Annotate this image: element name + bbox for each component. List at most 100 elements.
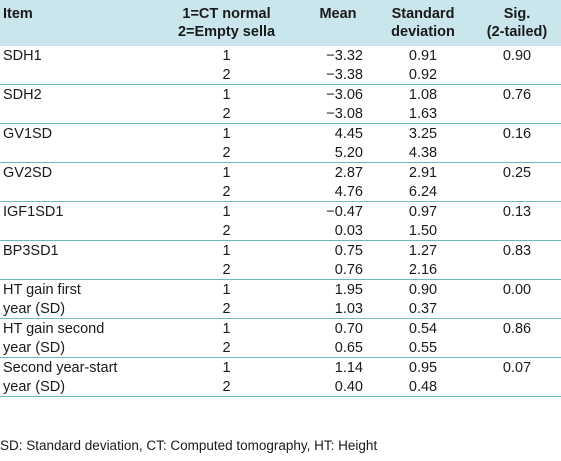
sd-value: 0.90 — [373, 279, 473, 300]
sig-value: 0.16 — [473, 123, 561, 144]
item-name-cont — [0, 222, 150, 241]
sig-value: 0.00 — [473, 279, 561, 300]
item-name-cont — [0, 105, 150, 124]
sd-value: 4.38 — [408, 144, 438, 161]
item-name-cont: year (SD) — [3, 339, 66, 356]
sig-value-empty — [473, 377, 561, 397]
mean-value: −3.06 — [303, 84, 373, 105]
table-row: year (SD) 2 0.65 0.55 — [0, 339, 561, 358]
table-row: 2 0.03 1.50 — [0, 222, 561, 241]
group-code: 2 — [222, 183, 231, 200]
mean-value: −0.47 — [303, 201, 373, 222]
header-row: Item 1=CT normal 2=Empty sella Mean Stand… — [0, 0, 561, 46]
item-name: SDH2 — [0, 84, 150, 105]
group-code: 2 — [222, 66, 231, 83]
mean-value: −3.08 — [326, 105, 363, 122]
sd-value: 0.48 — [373, 377, 473, 397]
group-code: 2 — [222, 105, 231, 122]
sd-value: 0.97 — [373, 201, 473, 222]
sd-value: 1.08 — [373, 84, 473, 105]
group-code: 2 — [222, 339, 231, 356]
statistics-table: Item 1=CT normal 2=Empty sella Mean Stand… — [0, 0, 561, 397]
table-body: SDH1 1 −3.32 0.91 0.90 2 −3.38 0.92 SDH2 1 −3.06 1.… — [0, 46, 561, 397]
mean-value: 0.75 — [303, 240, 373, 261]
header-sd: Standard deviation — [391, 6, 455, 40]
table-row: GV2SD 1 2.87 2.91 0.25 — [0, 162, 561, 183]
sig-value: 0.86 — [473, 318, 561, 339]
mean-value: −3.38 — [326, 66, 363, 83]
item-name: GV1SD — [0, 123, 150, 144]
item-name-cont: year (SD) — [0, 377, 150, 397]
sd-value: 0.54 — [373, 318, 473, 339]
sd-value: 0.55 — [408, 339, 438, 356]
group-code: 1 — [150, 240, 303, 261]
header-group: 1=CT normal 2=Empty sella — [177, 6, 276, 40]
sd-value: 3.25 — [373, 123, 473, 144]
sig-value: 0.07 — [473, 357, 561, 378]
sig-value-empty — [473, 105, 561, 124]
group-code: 1 — [150, 279, 303, 300]
table-row: SDH1 1 −3.32 0.91 0.90 — [0, 46, 561, 66]
item-name: BP3SD1 — [0, 240, 150, 261]
table-row: SDH2 1 −3.06 1.08 0.76 — [0, 84, 561, 105]
group-code: 2 — [222, 261, 231, 278]
sig-value: 0.83 — [473, 240, 561, 261]
sig-value: 0.90 — [502, 48, 532, 64]
sd-value: 2.16 — [408, 261, 438, 278]
table-row: GV1SD 1 4.45 3.25 0.16 — [0, 123, 561, 144]
sig-value-empty — [473, 300, 561, 319]
table-row: Second year-start 1 1.14 0.95 0.07 — [0, 357, 561, 378]
group-code: 1 — [150, 201, 303, 222]
table-row: BP3SD1 1 0.75 1.27 0.83 — [0, 240, 561, 261]
sig-value: 0.13 — [473, 201, 561, 222]
group-code: 1 — [222, 48, 231, 64]
table-row: 2 5.20 4.38 — [0, 144, 561, 163]
group-code: 1 — [150, 357, 303, 378]
item-name: SDH1 — [3, 48, 42, 64]
sd-value: 0.91 — [408, 48, 438, 64]
item-name-cont — [0, 66, 150, 85]
sig-value-empty — [473, 222, 561, 241]
mean-value: 1.03 — [334, 300, 363, 317]
sig-value-empty — [473, 144, 561, 163]
table-row: 2 −3.38 0.92 — [0, 66, 561, 85]
group-code: 1 — [150, 318, 303, 339]
sig-value: 0.76 — [473, 84, 561, 105]
mean-value: 0.65 — [334, 339, 363, 356]
mean-value: 4.76 — [334, 183, 363, 200]
group-code: 2 — [150, 377, 303, 397]
group-code: 2 — [222, 300, 231, 317]
mean-value: 0.70 — [303, 318, 373, 339]
item-name-cont — [0, 261, 150, 280]
group-code: 1 — [150, 123, 303, 144]
sd-value: 0.92 — [408, 66, 438, 83]
mean-value: 1.14 — [303, 357, 373, 378]
table-row: HT gain first 1 1.95 0.90 0.00 — [0, 279, 561, 300]
item-name-cont: year (SD) — [3, 300, 66, 317]
header-mean: Mean — [319, 6, 357, 22]
mean-value: 1.95 — [303, 279, 373, 300]
mean-value: 4.45 — [303, 123, 373, 144]
header-sig: Sig. (2-tailed) — [486, 6, 548, 40]
mean-value: 0.03 — [334, 222, 363, 239]
group-code: 2 — [222, 222, 231, 239]
sd-value: 2.91 — [373, 162, 473, 183]
sd-value: 1.50 — [408, 222, 438, 239]
table-header: Item 1=CT normal 2=Empty sella Mean Stand… — [0, 0, 561, 46]
sd-value: 1.27 — [373, 240, 473, 261]
sd-value: 1.63 — [408, 105, 438, 122]
sd-value: 0.95 — [373, 357, 473, 378]
table-row: year (SD) 2 0.40 0.48 — [0, 377, 561, 397]
sig-value-empty — [473, 261, 561, 280]
sig-value-empty — [473, 339, 561, 358]
mean-value: 5.20 — [334, 144, 363, 161]
sd-value: 6.24 — [408, 183, 438, 200]
table-row: IGF1SD1 1 −0.47 0.97 0.13 — [0, 201, 561, 222]
item-name: HT gain first — [0, 279, 150, 300]
item-name: IGF1SD1 — [0, 201, 150, 222]
table-row: 2 4.76 6.24 — [0, 183, 561, 202]
mean-value: −3.32 — [326, 48, 363, 64]
table-row: HT gain second 1 0.70 0.54 0.86 — [0, 318, 561, 339]
sig-value-empty — [473, 66, 561, 85]
